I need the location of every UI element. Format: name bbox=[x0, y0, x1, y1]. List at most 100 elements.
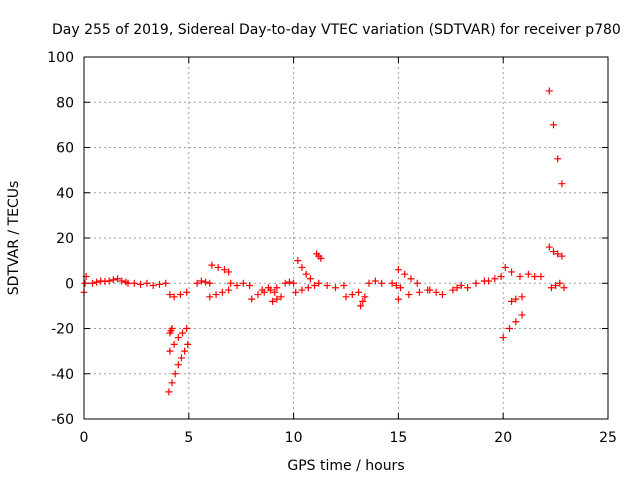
data-point bbox=[109, 276, 117, 284]
data-point bbox=[306, 275, 314, 283]
data-point bbox=[149, 282, 157, 290]
y-tick-label: -40 bbox=[51, 367, 74, 383]
data-point bbox=[81, 279, 89, 287]
grid-lines bbox=[84, 57, 608, 419]
series-arc-u bbox=[342, 288, 363, 301]
series-arc-v bbox=[357, 293, 369, 310]
data-point bbox=[426, 286, 434, 294]
y-tick-label: 20 bbox=[56, 231, 74, 247]
data-point bbox=[407, 275, 415, 283]
data-point bbox=[290, 279, 298, 287]
data-point bbox=[371, 277, 379, 285]
series-arc-e bbox=[166, 288, 191, 301]
x-tick-label: 0 bbox=[80, 430, 89, 446]
data-point bbox=[501, 263, 509, 271]
data-point bbox=[550, 121, 558, 129]
data-point bbox=[258, 286, 266, 294]
data-point bbox=[248, 295, 256, 303]
data-point bbox=[516, 272, 524, 280]
series-arc-x bbox=[388, 279, 404, 292]
data-point bbox=[184, 340, 192, 348]
data-point bbox=[348, 291, 356, 299]
chart-title: Day 255 of 2019, Sidereal Day-to-day VTE… bbox=[52, 22, 621, 38]
data-point bbox=[317, 254, 325, 262]
data-point bbox=[457, 282, 465, 290]
data-point bbox=[233, 282, 241, 290]
data-point bbox=[472, 279, 480, 287]
y-tick-label: 60 bbox=[56, 141, 74, 157]
data-point bbox=[388, 279, 396, 287]
data-point bbox=[130, 279, 138, 287]
data-point bbox=[365, 279, 373, 287]
series-arc-aa bbox=[426, 286, 446, 299]
y-tick-label: 100 bbox=[47, 50, 74, 66]
data-point bbox=[179, 329, 187, 337]
data-point bbox=[512, 295, 520, 303]
data-point bbox=[183, 288, 191, 296]
data-point bbox=[124, 279, 132, 287]
data-point bbox=[294, 257, 302, 265]
series-arc-ai bbox=[545, 243, 566, 260]
data-point bbox=[396, 284, 404, 292]
plot-frame bbox=[83, 56, 609, 420]
data-point bbox=[302, 270, 310, 278]
data-point bbox=[273, 284, 281, 292]
series-arc-w bbox=[365, 277, 386, 287]
x-axis-label: GPS time / hours bbox=[287, 458, 404, 474]
series-arc-n bbox=[258, 284, 279, 296]
data-point bbox=[558, 180, 566, 188]
data-point bbox=[518, 293, 526, 301]
data-point bbox=[206, 293, 214, 301]
series-arc-b bbox=[88, 277, 113, 287]
series-arc-l bbox=[227, 279, 254, 290]
data-point bbox=[277, 293, 285, 301]
data-point bbox=[438, 291, 446, 299]
data-point bbox=[560, 284, 568, 292]
data-point bbox=[254, 291, 262, 299]
data-point bbox=[155, 280, 163, 288]
data-point bbox=[392, 282, 400, 290]
data-point bbox=[556, 279, 564, 287]
series-arc-ak bbox=[547, 279, 568, 292]
series-arc-aj bbox=[545, 87, 566, 188]
x-tick-label: 10 bbox=[285, 430, 303, 446]
data-point bbox=[531, 272, 539, 280]
data-point bbox=[394, 295, 402, 303]
x-tick-label: 5 bbox=[184, 430, 193, 446]
series-arc-d bbox=[130, 279, 170, 290]
data-point bbox=[401, 270, 409, 278]
x-tick-label: 25 bbox=[599, 430, 617, 446]
data-point bbox=[264, 284, 272, 292]
y-tick-label: 40 bbox=[56, 186, 74, 202]
data-point bbox=[174, 334, 182, 342]
data-point bbox=[357, 302, 365, 310]
data-point bbox=[168, 325, 176, 332]
y-axis-label: SDTVAR / TECUs bbox=[6, 181, 22, 296]
series-arc-m bbox=[248, 284, 281, 303]
data-point bbox=[359, 297, 367, 305]
data-point bbox=[171, 370, 179, 378]
data-point bbox=[505, 325, 513, 332]
data-point bbox=[93, 278, 101, 286]
data-point bbox=[88, 279, 96, 287]
data-point bbox=[405, 291, 413, 299]
series-arc-o bbox=[269, 293, 285, 305]
series-arc-h bbox=[166, 325, 191, 355]
data-point bbox=[202, 278, 210, 286]
data-point bbox=[273, 295, 281, 303]
series-arc-c bbox=[109, 275, 132, 287]
data-point bbox=[394, 266, 402, 274]
tick-labels: 0 5 10 15 20 25 -60 -40 -20 0 20 40 60 80 100 bbox=[47, 50, 617, 446]
data-point bbox=[114, 275, 122, 283]
series-arc-z bbox=[394, 286, 432, 303]
series-arc-ad bbox=[485, 272, 505, 285]
series-arc-k bbox=[208, 261, 233, 276]
data-point bbox=[177, 354, 185, 362]
series-arc-j bbox=[206, 286, 233, 301]
data-point bbox=[162, 279, 170, 287]
series-arc-ac bbox=[464, 277, 488, 292]
data-point bbox=[143, 279, 151, 287]
data-point bbox=[315, 279, 323, 287]
data-point bbox=[220, 266, 228, 274]
data-point bbox=[212, 291, 220, 299]
